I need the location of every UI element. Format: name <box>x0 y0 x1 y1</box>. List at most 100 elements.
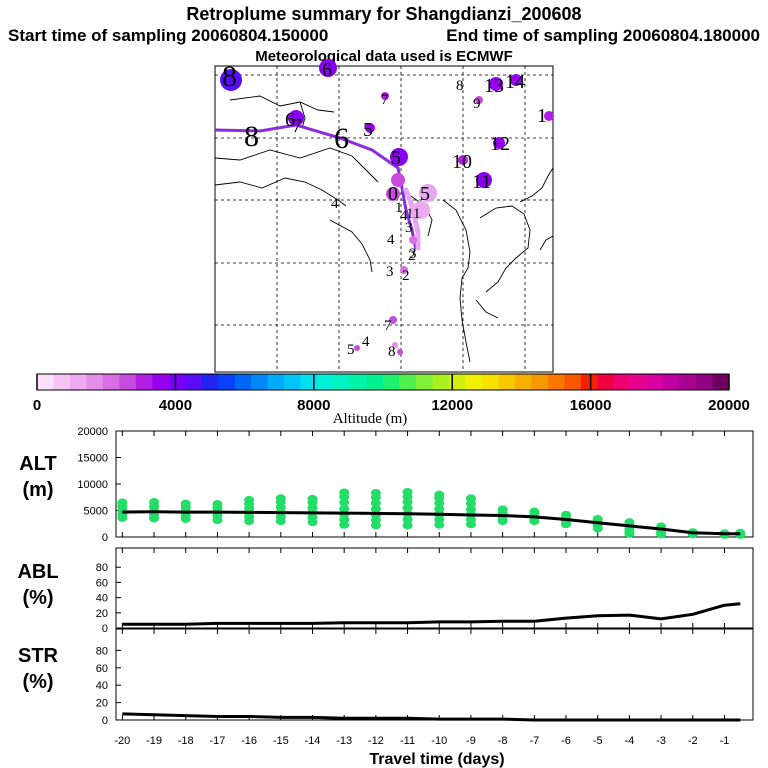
altitude-scatter-point <box>117 498 128 507</box>
travel-time-axis: -20 -19 -18 -17 -16 -15 -14 -13 -12 -11 -10 -9 -8 -7 -… <box>114 735 729 747</box>
colorbar-tick-label: 16000 <box>570 397 612 414</box>
trajectory-marker <box>319 59 337 77</box>
trajectory-marker <box>400 266 408 274</box>
trajectory-marker <box>365 123 375 133</box>
panel-label-unit: (m) <box>22 479 53 501</box>
colorbar-cell <box>481 374 499 390</box>
colorbar-cell <box>679 374 697 390</box>
trajectory-marker <box>392 342 398 348</box>
abl-line <box>122 602 741 626</box>
colorbar-cell <box>448 374 466 390</box>
trajectory-day-label: 3 <box>409 246 417 262</box>
x-tick-label: -6 <box>561 735 571 747</box>
trajectory-marker <box>389 316 397 324</box>
trajectory-day-label: 8 <box>388 344 396 360</box>
y-tick-label: 15000 <box>77 453 108 465</box>
colorbar-cell <box>251 374 269 390</box>
str-panel: 0 20 40 60 80 STR (%) <box>18 628 754 727</box>
x-tick-label: -7 <box>529 735 539 747</box>
trajectory-day-label: 3 <box>405 220 413 236</box>
altitude-scatter-point <box>465 505 476 514</box>
x-axis-label: Travel time (days) <box>369 751 504 768</box>
colorbar-cell <box>185 374 203 390</box>
colorbar-cell <box>152 374 170 390</box>
y-tick-label: 20 <box>96 698 108 710</box>
trajectory-day-label: 1 <box>537 105 547 127</box>
trajectory-marker <box>476 172 492 188</box>
panel-frame <box>115 628 754 721</box>
colorbar-cell <box>432 374 450 390</box>
y-tick-label: 40 <box>96 593 108 605</box>
altitude-scatter-point <box>561 510 572 519</box>
colorbar-cell <box>498 374 516 390</box>
altitude-scatter-point <box>402 487 413 496</box>
trajectory-day-label: 14 <box>505 71 525 93</box>
trajectory-day-label: 11 <box>406 206 420 222</box>
colorbar-cells <box>37 374 730 390</box>
trajectory-day-label: 5 <box>420 183 430 205</box>
panel-label-name: ABL <box>17 561 58 583</box>
altitude-scatter-point <box>402 521 413 530</box>
colorbar-cell <box>547 374 565 390</box>
altitude-scatter-point <box>402 503 413 512</box>
colorbar-cell <box>465 374 483 390</box>
y-tick-label: 80 <box>96 562 108 574</box>
x-tick-label: -20 <box>114 735 130 747</box>
colorbar-tick-label: 12000 <box>431 397 473 414</box>
altitude-colorbar: 0 4000 8000 12000 16000 20000 Altitude (m) <box>33 373 750 427</box>
trajectory-day-label: 4 <box>331 196 339 212</box>
trajectory-marker <box>489 77 503 91</box>
colorbar-cell <box>69 374 87 390</box>
altitude-scatter-point <box>370 499 381 508</box>
y-tick-label: 5000 <box>84 506 108 518</box>
trajectory-marker <box>288 110 304 126</box>
trajectory-marker <box>381 92 389 100</box>
altitude-scatter-point <box>307 494 318 503</box>
altitude-scatter-point <box>402 515 413 524</box>
trajectory-marker <box>220 69 242 91</box>
trajectory-marker <box>390 148 408 166</box>
trajectory-day-label: 4 <box>362 334 370 350</box>
colorbar-cell <box>531 374 549 390</box>
y-tick-label: 0 <box>102 532 108 544</box>
x-tick-label: -19 <box>146 735 162 747</box>
colorbar-cell <box>267 374 285 390</box>
time-series-panels: 0 5000 10000 15000 20000 ALT (m) 0 20 40 60 80 ABL (%… <box>17 426 754 727</box>
altitude-scatter-point <box>339 504 350 513</box>
x-tick-label: -15 <box>273 735 289 747</box>
colorbar-cell <box>53 374 71 390</box>
x-tick-label: -3 <box>656 735 666 747</box>
trajectory-marker <box>510 74 522 86</box>
trajectory-day-label: 2 <box>408 248 416 264</box>
colorbar-cell <box>646 374 664 390</box>
altitude-scatter-point <box>339 488 350 497</box>
altitude-scatter-point <box>434 490 445 499</box>
trajectory-marker <box>412 201 430 219</box>
x-tick-label: -11 <box>400 735 415 747</box>
colorbar-cell <box>333 374 351 390</box>
colorbar-cell <box>630 374 648 390</box>
trajectory-day-label: 4 <box>387 232 395 248</box>
altitude-scatter-point <box>180 499 191 508</box>
trajectory-day-label: 1 <box>395 200 403 216</box>
mean-trajectory-line <box>214 123 418 251</box>
trajectory-day-label: 7 <box>381 92 389 108</box>
altitude-scatter-point <box>149 498 160 507</box>
colorbar-cell <box>415 374 433 390</box>
x-tick-label: -16 <box>241 735 257 747</box>
abl-panel: 0 20 40 60 80 ABL (%) <box>17 547 754 635</box>
start-time-label: Start time of sampling 20060804.150000 <box>8 26 328 45</box>
colorbar-ticks: 0 4000 8000 12000 16000 20000 <box>33 374 750 414</box>
trajectory-day-label: 4 <box>400 208 408 224</box>
altitude-scatter-point <box>244 495 255 504</box>
altitude-scatter-point <box>275 494 286 503</box>
colorbar-cell <box>86 374 104 390</box>
colorbar-cell <box>366 374 384 390</box>
colorbar-tick-label: 20000 <box>708 397 750 414</box>
colorbar-cell <box>284 374 302 390</box>
x-tick-label: -12 <box>368 735 384 747</box>
x-tick-label: -1 <box>720 735 730 747</box>
trajectory-marker <box>354 345 360 351</box>
